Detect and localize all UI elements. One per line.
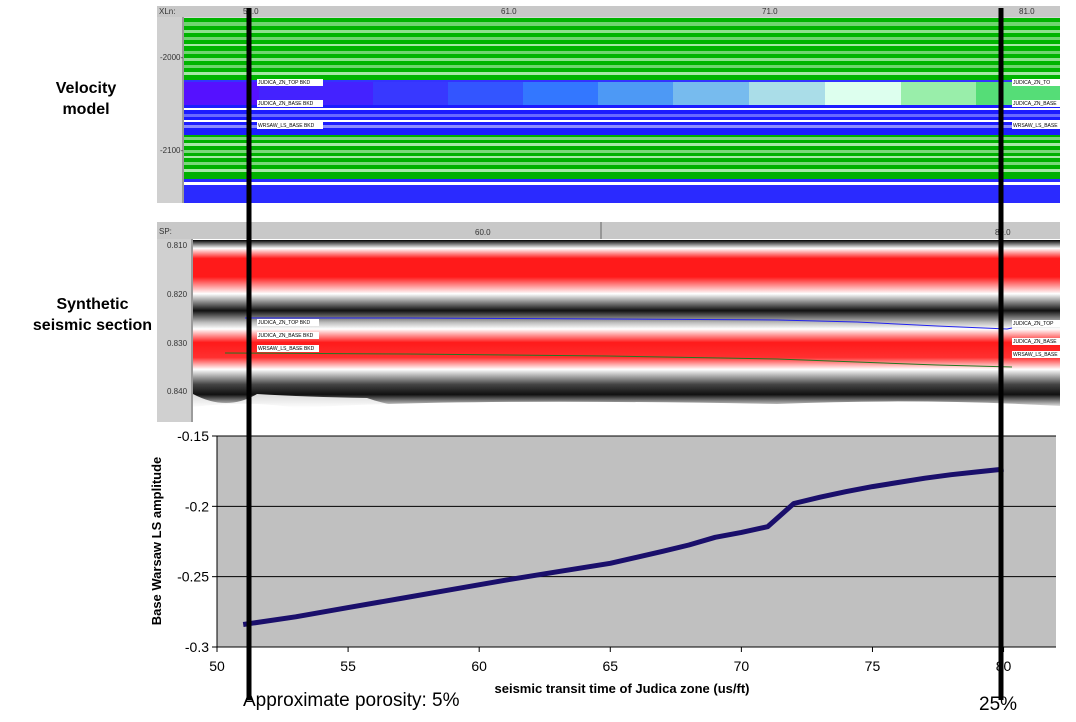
- synthetic-seismic-panel: SP: 60.0 80.0 0.810 0.820 0.830 0.840 JU…: [157, 222, 1060, 422]
- y-axis-label: Base Warsaw LS amplitude: [149, 457, 164, 626]
- vel-horizon-label-right: JUDICA_ZN_TO: [1013, 80, 1050, 86]
- seis-time-tick: 0.830: [167, 339, 188, 348]
- vel-header-prefix: XLn:: [159, 7, 175, 16]
- seis-time-tick: 0.840: [167, 387, 188, 396]
- vel-depth-tick: -2000-: [160, 53, 183, 62]
- y-axis-ticks: -0.15 -0.2 -0.25 -0.3: [177, 428, 217, 655]
- vel-header-tick: 81.0: [1019, 7, 1035, 16]
- synthetic-seismic-label: Synthetic seismic section: [25, 294, 160, 336]
- x-tick-label: 65: [602, 658, 618, 674]
- x-axis-ticks: 50 55 60 65 70 75 80: [209, 647, 1012, 674]
- porosity-note-right: 25%: [979, 694, 1018, 715]
- vel-horizon-label-right: WRSAW_LS_BASE: [1013, 123, 1058, 129]
- velocity-layers: [184, 18, 1060, 203]
- x-axis-label: seismic transit time of Judica zone (us/…: [495, 681, 750, 696]
- y-tick-label: -0.15: [177, 428, 209, 444]
- seis-horizon-label: JUDICA_ZN_BASE BKD: [258, 333, 314, 339]
- y-tick-label: -0.2: [185, 498, 209, 514]
- vel-horizon-label-right: JUDICA_ZN_BASE: [1013, 101, 1057, 107]
- seis-time-tick: 0.810: [167, 241, 188, 250]
- velocity-model-label: Velocity model: [30, 78, 142, 120]
- synthetic-seismic-image: SP: 60.0 80.0 0.810 0.820 0.830 0.840 JU…: [157, 222, 1060, 422]
- velocity-label-line2: model: [62, 101, 110, 118]
- seis-horizon-label: WRSAW_LS_BASE BKD: [258, 346, 315, 352]
- x-tick-label: 55: [340, 658, 356, 674]
- seis-header-tick: 60.0: [475, 228, 491, 237]
- velocity-label-line1: Velocity: [55, 80, 117, 97]
- porosity-note-left: Approximate porosity: 5%: [243, 690, 460, 711]
- seis-header-prefix: SP:: [159, 227, 172, 236]
- vel-horizon-label: JUDICA_ZN_TOP BKD: [258, 80, 310, 86]
- judica-top-horizon: [245, 317, 1013, 330]
- seis-horizon-label: JUDICA_ZN_TOP BKD: [258, 320, 310, 326]
- velocity-model-panel: XLn: 51.0 61.0 71.0 81.0 -2000- -2100-: [157, 6, 1060, 203]
- velocity-horizon-labels: JUDICA_ZN_TOP BKD JUDICA_ZN_BASE BKD WRS…: [257, 79, 1060, 129]
- vel-header-tick: 61.0: [501, 7, 517, 16]
- plot-area: [217, 436, 1056, 647]
- x-tick-label: 60: [471, 658, 487, 674]
- seis-time-tick: 0.820: [167, 290, 188, 299]
- x-tick-label: 80: [996, 658, 1012, 674]
- amplitude-series-line: [242, 466, 1004, 627]
- seis-horizon-label-right: WRSAW_LS_BASE: [1013, 352, 1058, 358]
- seis-horizon-label-right: JUDICA_ZN_BASE: [1013, 339, 1057, 345]
- x-tick-label: 75: [865, 658, 881, 674]
- seismic-traces: [193, 240, 1060, 408]
- vel-horizon-label: WRSAW_LS_BASE BKD: [258, 123, 315, 129]
- vel-horizon-label: JUDICA_ZN_BASE BKD: [258, 101, 314, 107]
- x-tick-label: 50: [209, 658, 225, 674]
- seismic-label-line2: seismic section: [32, 317, 153, 334]
- seis-horizon-label-right: JUDICA_ZN_TOP: [1013, 321, 1054, 327]
- seismic-label-line1: Synthetic: [56, 296, 129, 313]
- y-tick-label: -0.3: [185, 639, 209, 655]
- vel-header-tick: 71.0: [762, 7, 778, 16]
- warsaw-base-horizon: [224, 352, 1013, 368]
- y-tick-label: -0.25: [177, 569, 209, 585]
- vel-depth-tick: -2100-: [160, 146, 183, 155]
- x-tick-label: 70: [734, 658, 750, 674]
- velocity-model-image: XLn: 51.0 61.0 71.0 81.0 -2000- -2100-: [157, 6, 1060, 203]
